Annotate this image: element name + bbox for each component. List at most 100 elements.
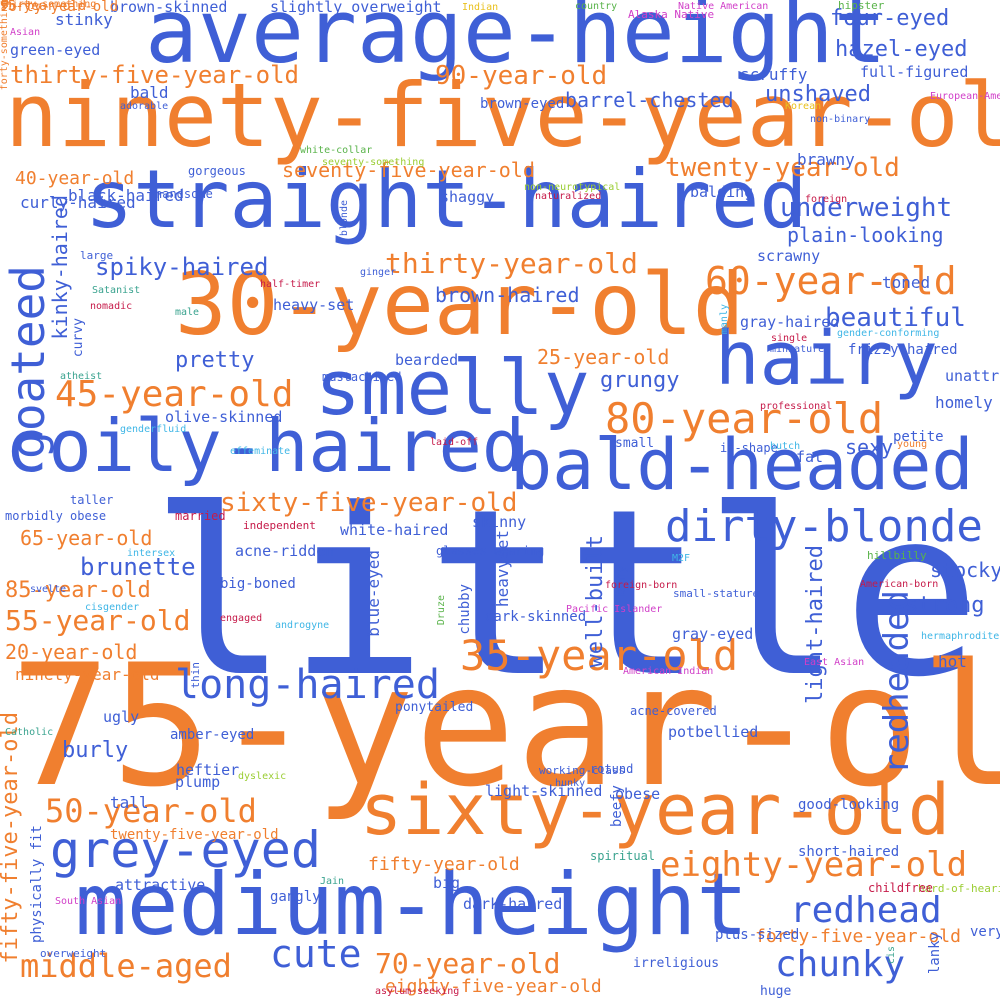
cloud-word-well-built: well-built [583,535,608,668]
cloud-word-potbellied: potbellied [668,723,759,741]
cloud-word-medium-height: medium-height [75,855,749,955]
cloud-word-independent: independent [243,519,316,532]
cloud-word-75-year-old: 75-year-old [10,628,1000,824]
cloud-word-55-year-old: 55-year-old [5,604,191,637]
cloud-word-sexy: sexy [845,435,894,459]
cloud-word-m2f: M2F [672,553,691,564]
cloud-word-green-eyed: green-eyed [10,41,101,59]
cloud-word-toned: toned [882,273,931,292]
cloud-word-dyslexic: dyslexic [238,771,287,782]
cloud-word-asylum-seeking: asylum-seeking [375,986,460,997]
cloud-word-straight-haired: straight-haired [85,153,808,246]
cloud-word-coily-haired: coily-haired [5,404,526,488]
cloud-word-40-year-old: 40-year-old [15,168,135,189]
cloud-word-blue-eyed: blue-eyed [364,550,383,637]
cloud-word-american-born: American-born [860,579,939,590]
cloud-word-brown-skinned: brown-skinned [110,0,228,16]
cloud-word-south-asian: South Asian [55,896,122,907]
cloud-word-large: large [80,249,114,262]
cloud-word-ugly: ugly [103,708,140,726]
cloud-word-ponytailed: ponytailed [395,700,474,715]
cloud-word-fat: fat [796,448,824,466]
cloud-word-male: male [175,307,200,318]
cloud-word-huge: huge [760,984,792,999]
cloud-word-brawny: brawny [797,150,855,169]
cloud-word-eighty-five-year-old: eighty-five-year-old [385,976,602,997]
cloud-word-professional: professional [760,401,833,412]
cloud-word-olive-skinned: olive-skinned [165,408,283,426]
cloud-word-non-neurotypical: non-neurotypical [524,182,621,193]
cloud-word-amber-eyed: amber-eyed [170,727,255,743]
cloud-word-acne-ridden: acne-ridden [235,542,335,560]
cloud-word-forty-five-year-old: forty-five-year-old [755,926,961,947]
cloud-word-ninety-year-old: ninety-year-old [15,665,160,684]
cloud-word-engaged: engaged [220,613,263,624]
cloud-word-hipster: hipster [838,0,885,12]
cloud-word-seventy-five-year-old: seventy-five-year-old [282,158,535,182]
cloud-word-70-year-old: 70-year-old [375,947,561,980]
cloud-word-beautiful: beautiful [825,303,966,333]
cloud-word-hillbilly: hillbilly [867,549,927,562]
cloud-word-scruffy: scruffy [740,65,808,84]
cloud-word-acne-covered: acne-covered [630,704,717,718]
cloud-word-twenty-five-year-old: twenty-five-year-old [110,827,279,843]
cloud-word-genderfluid: genderfluid [120,424,187,435]
cloud-word-single: single [771,333,808,344]
cloud-word-long-haired: long-haired [175,662,440,708]
cloud-word-effeminate: effeminate [230,446,291,457]
cloud-word-fifty-five-year-old: fifty-five-year-old [0,712,23,964]
cloud-word-65-year-old: 65-year-old [20,526,153,550]
cloud-word-working-class: working-class [539,764,626,777]
cloud-word-sixty-year-old: sixty-year-old [360,769,951,851]
cloud-word-stocky: stocky [930,558,1000,582]
cloud-word-45-year-old: 45-year-old [55,374,294,415]
cloud-word-foreign: foreign [805,194,848,205]
cloud-word-short-haired: short-haired [798,844,900,860]
cloud-word-blonde: blonde [339,200,350,237]
cloud-word-nomadic: nomadic [90,301,133,312]
cloud-word-60-year-old: 60-year-old [705,259,957,303]
cloud-word-rotund: rotund [590,762,634,776]
cloud-word-ninety-five-year-old: ninety-five-year-old [5,64,1000,167]
cloud-word-lanky: lanky [927,932,943,975]
cloud-word-butch: butch [770,441,801,452]
cloud-word-thirty-something: thirty-something [0,0,97,10]
cloud-word-hazel-eyed: hazel-eyed [835,37,968,62]
cloud-word-native-american: Native American [678,1,769,12]
cloud-word-goateed: goateed [1,265,55,459]
cloud-word-morbidly-obese: morbidly obese [5,509,107,523]
cloud-word-alaska-native: Alaska Native [628,8,715,21]
cloud-word-svelte: svelte [30,584,67,595]
cloud-word-grey-eyed: grey-eyed [50,821,321,879]
cloud-word-full-figured: full-figured [860,63,969,81]
cloud-word-spiritual: spiritual [590,849,656,863]
cloud-word-fifty-year-old: fifty-year-old [368,854,520,875]
cloud-word-stinky: stinky [55,10,113,29]
cloud-word-physically-fit: physically fit [29,825,45,944]
cloud-word-eighty-year-old: eighty-year-old [660,845,968,885]
cloud-word-balding: balding [690,183,754,201]
cloud-word-hard-of-hearing: hard-of-hearing [918,882,1000,895]
cloud-word-seventy-something: seventy-something [322,157,425,168]
cloud-word-manly: manly [719,304,730,335]
cloud-word-in-shape: in-shape [720,441,778,455]
cloud-word-light-skinned: light-skinned [485,782,603,800]
cloud-word-east-asian: East Asian [804,657,865,668]
cloud-word-barrel-chested: barrel-chested [565,88,734,112]
cloud-word-light-haired: light-haired [803,545,828,704]
cloud-word-miniature: miniature [770,344,825,355]
cloud-word-smelly: smelly [315,343,590,432]
cloud-word-tall: tall [110,793,149,812]
cloud-word-brunette: brunette [80,553,196,581]
cloud-word-childfree: childfree [868,881,934,895]
cloud-word-black-haired: black-haired [68,186,184,205]
cloud-word-sixty-five-year-old: sixty-five-year-old [220,488,518,518]
cloud-word-hot: hot [938,652,967,671]
cloud-word-slightly-overweight: slightly overweight [270,0,442,16]
cloud-word-spiky-haired: spiky-haired [95,253,269,281]
cloud-word-plain-looking: plain-looking [787,223,944,247]
cloud-word-obese: obese [615,785,661,803]
cloud-word-young: young [897,439,928,450]
cloud-word-overweight: overweight [40,947,107,960]
cloud-word-80-year-old: 80-year-old [605,394,884,443]
